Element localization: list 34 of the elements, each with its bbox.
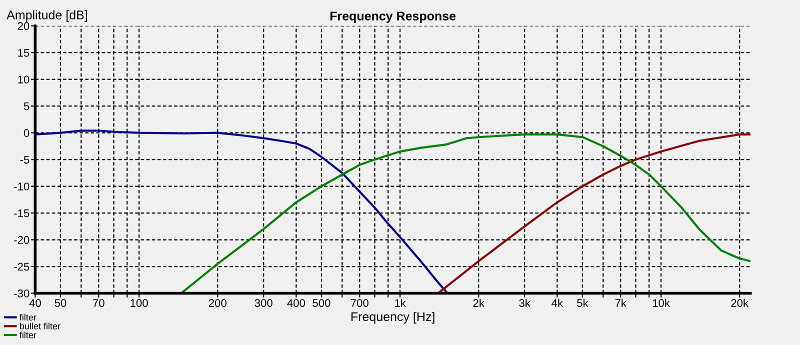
y-tick-label: -15: [14, 209, 30, 218]
chart-title: Frequency Response: [330, 12, 456, 23]
x-tick-label: 3k: [519, 298, 530, 307]
y-tick-label: 15: [18, 48, 30, 57]
y-tick-label: 20: [18, 22, 30, 30]
y-tick-label: 0: [24, 129, 30, 137]
x-tick-label: 50: [54, 299, 66, 307]
x-tick-label: 20k: [731, 298, 749, 307]
x-axis-title: Frequency [Hz]: [351, 312, 434, 324]
legend-label: filter: [20, 314, 36, 321]
x-tick-label: 1k: [395, 298, 406, 307]
x-tick-label: 300: [254, 299, 272, 307]
x-tick-label: 5k: [577, 298, 588, 307]
y-tick-label: 5: [24, 102, 30, 110]
legend-label: bullet filter: [20, 322, 60, 330]
y-tick-label: -25: [14, 262, 30, 271]
x-tick-label: 4k: [552, 298, 564, 307]
x-tick-label: 70: [93, 299, 104, 307]
x-tick-label: 500: [312, 299, 330, 307]
x-tick-label: 100: [130, 299, 148, 307]
y-tick-label: -20: [14, 236, 30, 244]
y-tick-label: -30: [14, 290, 30, 298]
x-tick-label: 200: [208, 299, 226, 307]
x-tick-label: 700: [350, 299, 368, 307]
x-tick-label: 10k: [652, 298, 670, 307]
x-tick-label: 7k: [615, 298, 626, 307]
y-tick-label: -5: [20, 156, 30, 164]
legend-label: filter: [20, 332, 36, 338]
x-tick-label: 40: [29, 299, 41, 307]
x-tick-label: 400: [287, 299, 306, 307]
y-tick-label: 10: [18, 76, 30, 84]
y-tick-label: -10: [14, 182, 30, 190]
y-axis-title: Amplitude [dB]: [6, 10, 87, 22]
x-tick-label: 2k: [473, 298, 484, 307]
